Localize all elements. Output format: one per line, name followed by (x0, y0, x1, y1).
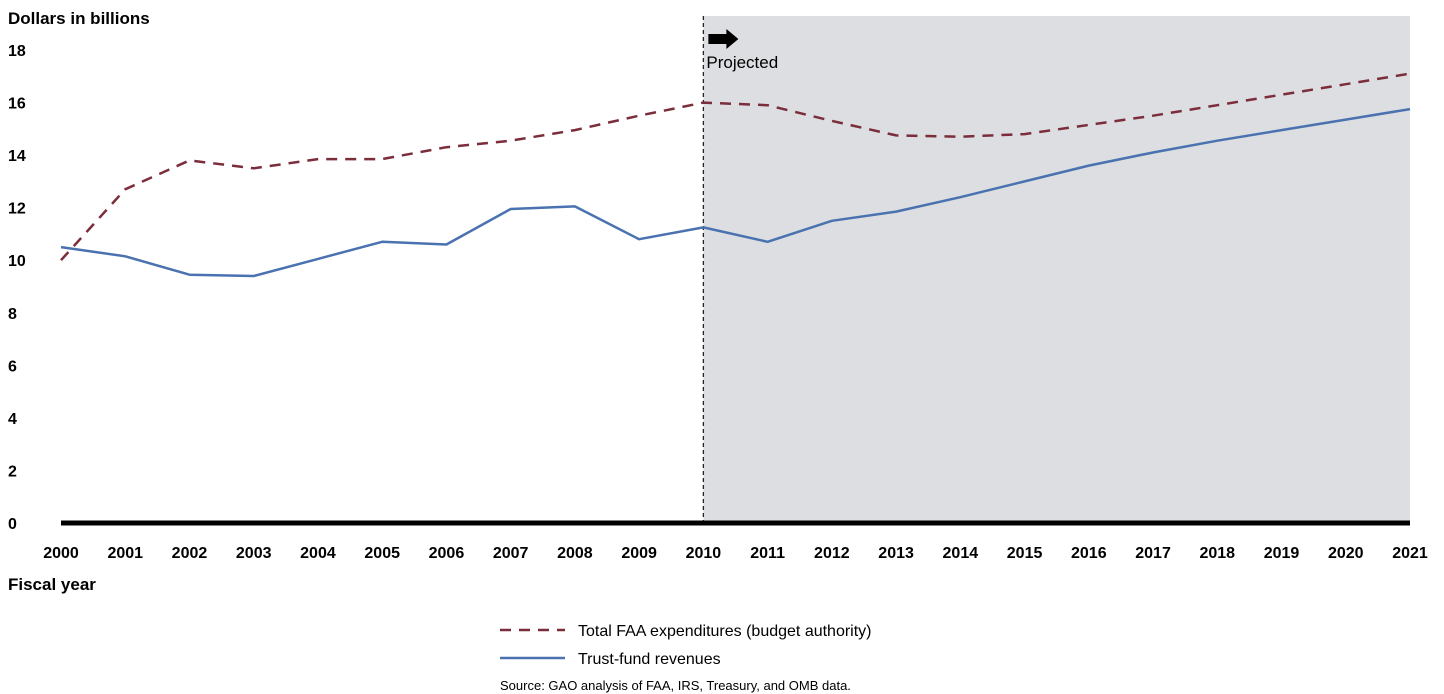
x-tick-label: 2003 (236, 545, 272, 562)
x-tick-label: 2018 (1199, 545, 1235, 562)
x-tick-label: 2014 (943, 545, 979, 562)
x-tick-label: 2013 (878, 545, 914, 562)
x-tick-label: 2005 (364, 545, 400, 562)
x-tick-label: 2008 (557, 545, 593, 562)
y-tick-label: 12 (8, 201, 26, 218)
y-tick-label: 14 (8, 148, 26, 165)
x-tick-label: 2019 (1264, 545, 1300, 562)
x-tick-label: 2000 (43, 545, 79, 562)
x-axis-label: Fiscal year (8, 575, 96, 594)
x-tick-label: 2016 (1071, 545, 1107, 562)
y-axis-label: Dollars in billions (8, 9, 150, 28)
x-tick-labels: 2000 2001 2002 2003 2004 2005 2006 2007 2008 2009… (43, 545, 1428, 562)
x-tick-label: 2009 (621, 545, 657, 562)
legend-label-revenues: Trust-fund revenues (578, 651, 721, 668)
y-tick-label: 2 (8, 463, 17, 480)
projected-label: Projected (706, 53, 778, 72)
x-tick-label: 2001 (107, 545, 143, 562)
source-note: Source: GAO analysis of FAA, IRS, Treasu… (500, 678, 851, 693)
legend: Total FAA expenditures (budget authority… (500, 623, 872, 668)
x-tick-label: 2007 (493, 545, 529, 562)
x-tick-label: 2010 (686, 545, 722, 562)
y-tick-label: 10 (8, 253, 26, 270)
x-tick-label: 2012 (814, 545, 850, 562)
y-tick-label: 0 (8, 516, 17, 533)
y-tick-label: 8 (8, 306, 17, 323)
y-tick-label: 16 (8, 96, 26, 113)
x-tick-label: 2006 (429, 545, 465, 562)
x-tick-label: 2017 (1135, 545, 1171, 562)
series-lines (60, 72, 1411, 278)
x-tick-label: 2004 (300, 545, 336, 562)
x-tick-label: 2002 (172, 545, 208, 562)
arrow-right-icon (708, 29, 739, 49)
x-tick-label: 2021 (1392, 545, 1428, 562)
x-tick-label: 2011 (750, 545, 785, 562)
projected-region-shade (703, 16, 1410, 523)
y-tick-label: 6 (8, 358, 17, 375)
arrow-right-shape (708, 29, 739, 49)
series-line-revenues (60, 107, 1411, 278)
x-tick-label: 2015 (1007, 545, 1043, 562)
legend-label-expenditures: Total FAA expenditures (budget authority… (578, 623, 872, 640)
y-tick-label: 18 (8, 43, 26, 60)
x-tick-label: 2020 (1328, 545, 1364, 562)
y-tick-label: 4 (8, 411, 17, 428)
y-tick-labels: 0 2 4 6 8 10 12 14 16 18 (8, 43, 26, 533)
